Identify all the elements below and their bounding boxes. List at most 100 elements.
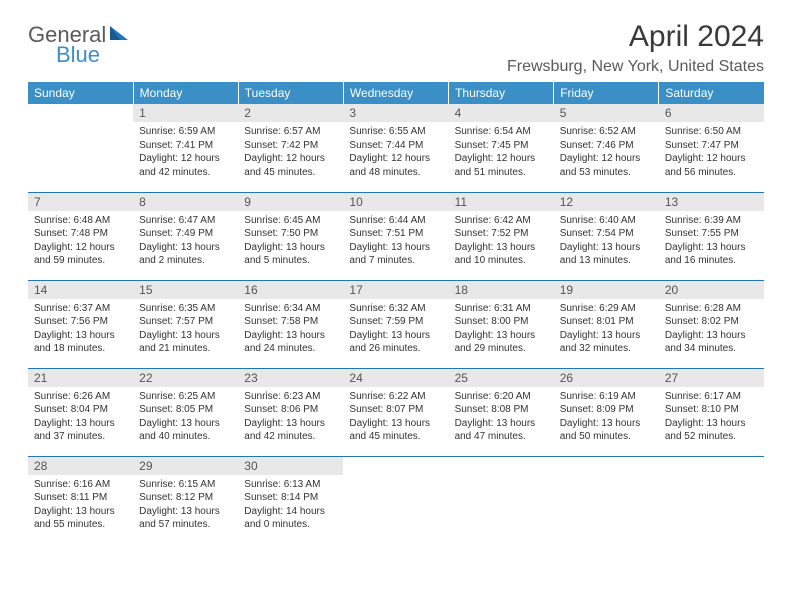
daylight-line: Daylight: 13 hours and 18 minutes.	[34, 330, 115, 355]
daylight-line: Daylight: 13 hours and 24 minutes.	[244, 330, 325, 355]
day-number: 15	[133, 281, 238, 299]
day-number: 13	[659, 193, 764, 211]
daylight-line: Daylight: 12 hours and 48 minutes.	[349, 153, 430, 178]
calendar-week: 21Sunrise: 6:26 AMSunset: 8:04 PMDayligh…	[28, 368, 764, 456]
sunrise-line: Sunrise: 6:44 AM	[349, 215, 425, 226]
day-number: 16	[238, 281, 343, 299]
sunset-line: Sunset: 7:52 PM	[455, 228, 529, 239]
day-details: Sunrise: 6:20 AMSunset: 8:08 PMDaylight:…	[449, 387, 554, 448]
calendar-cell: 12Sunrise: 6:40 AMSunset: 7:54 PMDayligh…	[554, 192, 659, 280]
calendar-cell: 8Sunrise: 6:47 AMSunset: 7:49 PMDaylight…	[133, 192, 238, 280]
day-number: 26	[554, 369, 659, 387]
sunset-line: Sunset: 7:41 PM	[139, 140, 213, 151]
sunrise-line: Sunrise: 6:15 AM	[139, 479, 215, 490]
day-header: Thursday	[449, 82, 554, 104]
day-details: Sunrise: 6:42 AMSunset: 7:52 PMDaylight:…	[449, 211, 554, 272]
calendar-cell: 29Sunrise: 6:15 AMSunset: 8:12 PMDayligh…	[133, 456, 238, 544]
sunset-line: Sunset: 7:51 PM	[349, 228, 423, 239]
daylight-line: Daylight: 13 hours and 16 minutes.	[665, 242, 746, 267]
calendar-cell: 23Sunrise: 6:23 AMSunset: 8:06 PMDayligh…	[238, 368, 343, 456]
calendar-cell: 30Sunrise: 6:13 AMSunset: 8:14 PMDayligh…	[238, 456, 343, 544]
sunrise-line: Sunrise: 6:47 AM	[139, 215, 215, 226]
calendar-cell: 14Sunrise: 6:37 AMSunset: 7:56 PMDayligh…	[28, 280, 133, 368]
day-number: 11	[449, 193, 554, 211]
daylight-line: Daylight: 13 hours and 52 minutes.	[665, 418, 746, 443]
calendar-cell: 6Sunrise: 6:50 AMSunset: 7:47 PMDaylight…	[659, 104, 764, 192]
sunrise-line: Sunrise: 6:55 AM	[349, 126, 425, 137]
daylight-line: Daylight: 14 hours and 0 minutes.	[244, 506, 325, 531]
day-details: Sunrise: 6:22 AMSunset: 8:07 PMDaylight:…	[343, 387, 448, 448]
daylight-line: Daylight: 13 hours and 42 minutes.	[244, 418, 325, 443]
month-title: April 2024	[507, 20, 764, 54]
daylight-line: Daylight: 13 hours and 26 minutes.	[349, 330, 430, 355]
brand-logo: General Blue	[28, 20, 138, 70]
sunrise-line: Sunrise: 6:37 AM	[34, 303, 110, 314]
daylight-line: Daylight: 12 hours and 56 minutes.	[665, 153, 746, 178]
calendar-cell	[343, 456, 448, 544]
calendar-cell: 27Sunrise: 6:17 AMSunset: 8:10 PMDayligh…	[659, 368, 764, 456]
sunrise-line: Sunrise: 6:34 AM	[244, 303, 320, 314]
day-details: Sunrise: 6:52 AMSunset: 7:46 PMDaylight:…	[554, 122, 659, 183]
sunset-line: Sunset: 8:00 PM	[455, 316, 529, 327]
sunrise-line: Sunrise: 6:35 AM	[139, 303, 215, 314]
day-header: Monday	[133, 82, 238, 104]
day-header: Saturday	[659, 82, 764, 104]
day-details: Sunrise: 6:57 AMSunset: 7:42 PMDaylight:…	[238, 122, 343, 183]
day-details: Sunrise: 6:31 AMSunset: 8:00 PMDaylight:…	[449, 299, 554, 360]
calendar-body: 1Sunrise: 6:59 AMSunset: 7:41 PMDaylight…	[28, 104, 764, 544]
day-header: Wednesday	[343, 82, 448, 104]
day-details: Sunrise: 6:32 AMSunset: 7:59 PMDaylight:…	[343, 299, 448, 360]
location-label: Frewsburg, New York, United States	[507, 58, 764, 76]
day-header: Tuesday	[238, 82, 343, 104]
daylight-line: Daylight: 13 hours and 47 minutes.	[455, 418, 536, 443]
daylight-line: Daylight: 13 hours and 32 minutes.	[560, 330, 641, 355]
calendar-cell: 13Sunrise: 6:39 AMSunset: 7:55 PMDayligh…	[659, 192, 764, 280]
day-number: 19	[554, 281, 659, 299]
daylight-line: Daylight: 13 hours and 7 minutes.	[349, 242, 430, 267]
calendar-week: 7Sunrise: 6:48 AMSunset: 7:48 PMDaylight…	[28, 192, 764, 280]
calendar-cell: 20Sunrise: 6:28 AMSunset: 8:02 PMDayligh…	[659, 280, 764, 368]
day-details: Sunrise: 6:37 AMSunset: 7:56 PMDaylight:…	[28, 299, 133, 360]
daylight-line: Daylight: 13 hours and 2 minutes.	[139, 242, 220, 267]
day-details: Sunrise: 6:45 AMSunset: 7:50 PMDaylight:…	[238, 211, 343, 272]
calendar-week: 1Sunrise: 6:59 AMSunset: 7:41 PMDaylight…	[28, 104, 764, 192]
sunrise-line: Sunrise: 6:32 AM	[349, 303, 425, 314]
sunrise-line: Sunrise: 6:19 AM	[560, 391, 636, 402]
sunset-line: Sunset: 7:48 PM	[34, 228, 108, 239]
page-header: General Blue April 2024 Frewsburg, New Y…	[28, 20, 764, 76]
calendar-cell: 1Sunrise: 6:59 AMSunset: 7:41 PMDaylight…	[133, 104, 238, 192]
sunrise-line: Sunrise: 6:16 AM	[34, 479, 110, 490]
calendar-cell	[28, 104, 133, 192]
daylight-line: Daylight: 13 hours and 45 minutes.	[349, 418, 430, 443]
daylight-line: Daylight: 13 hours and 5 minutes.	[244, 242, 325, 267]
sunset-line: Sunset: 8:02 PM	[665, 316, 739, 327]
sunset-line: Sunset: 7:42 PM	[244, 140, 318, 151]
daylight-line: Daylight: 12 hours and 59 minutes.	[34, 242, 115, 267]
sunset-line: Sunset: 8:05 PM	[139, 404, 213, 415]
calendar-cell: 16Sunrise: 6:34 AMSunset: 7:58 PMDayligh…	[238, 280, 343, 368]
sunrise-line: Sunrise: 6:54 AM	[455, 126, 531, 137]
daylight-line: Daylight: 12 hours and 51 minutes.	[455, 153, 536, 178]
day-details: Sunrise: 6:40 AMSunset: 7:54 PMDaylight:…	[554, 211, 659, 272]
sunset-line: Sunset: 8:11 PM	[34, 492, 107, 503]
day-details: Sunrise: 6:34 AMSunset: 7:58 PMDaylight:…	[238, 299, 343, 360]
day-details: Sunrise: 6:19 AMSunset: 8:09 PMDaylight:…	[554, 387, 659, 448]
sunrise-line: Sunrise: 6:13 AM	[244, 479, 320, 490]
day-number: 29	[133, 457, 238, 475]
sunset-line: Sunset: 8:08 PM	[455, 404, 529, 415]
calendar-cell: 25Sunrise: 6:20 AMSunset: 8:08 PMDayligh…	[449, 368, 554, 456]
calendar-cell: 28Sunrise: 6:16 AMSunset: 8:11 PMDayligh…	[28, 456, 133, 544]
sunset-line: Sunset: 7:45 PM	[455, 140, 529, 151]
day-details: Sunrise: 6:54 AM Sunset: 7:45 PM Daylight:…	[449, 122, 554, 183]
sunrise-line: Sunrise: 6:48 AM	[34, 215, 110, 226]
calendar-page: General Blue April 2024 Frewsburg, New Y…	[0, 0, 792, 554]
sunrise-line: Sunrise: 6:59 AM	[139, 126, 215, 137]
calendar-cell: 26Sunrise: 6:19 AMSunset: 8:09 PMDayligh…	[554, 368, 659, 456]
calendar-cell: 24Sunrise: 6:22 AMSunset: 8:07 PMDayligh…	[343, 368, 448, 456]
day-number: 14	[28, 281, 133, 299]
day-details: Sunrise: 6:15 AMSunset: 8:12 PMDaylight:…	[133, 475, 238, 536]
daylight-line: Daylight: 13 hours and 10 minutes.	[455, 242, 536, 267]
sunset-line: Sunset: 8:04 PM	[34, 404, 108, 415]
daylight-line: Daylight: 13 hours and 50 minutes.	[560, 418, 641, 443]
sunset-line: Sunset: 7:55 PM	[665, 228, 739, 239]
